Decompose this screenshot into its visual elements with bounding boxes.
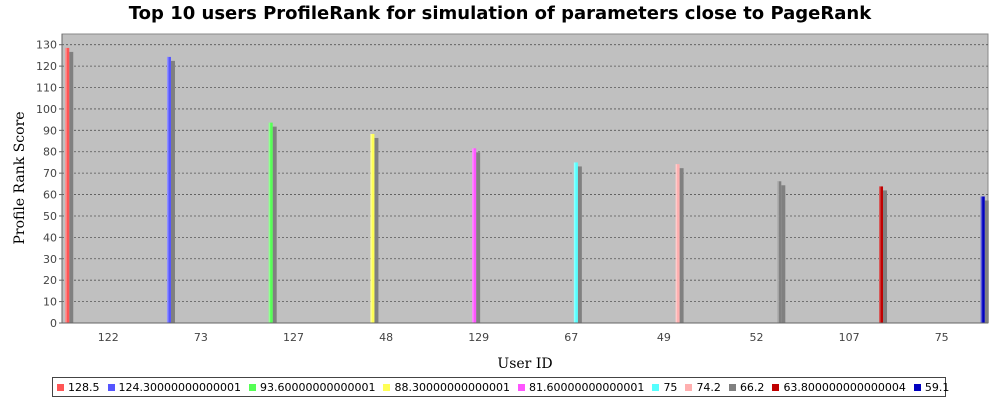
bar-shadow (476, 152, 481, 323)
y-tick-label: 10 (43, 296, 57, 309)
y-tick-label: 60 (43, 189, 57, 202)
legend-label: 59.1 (924, 380, 950, 394)
bar (573, 162, 578, 323)
bars (65, 47, 989, 324)
x-tick-label: 75 (935, 331, 949, 344)
legend-swatch (772, 383, 780, 391)
legend-label: 66.2 (739, 380, 765, 394)
legend-label: 75 (663, 380, 678, 394)
y-tick-label: 90 (43, 124, 57, 137)
bar-highlight (980, 196, 983, 323)
legend-item: 63.800000000000004 (772, 380, 906, 394)
y-tick-label: 30 (43, 253, 57, 266)
x-tick-label: 122 (98, 331, 119, 344)
bar-shadow (883, 190, 888, 323)
y-tick-label: 110 (36, 82, 57, 95)
legend-label: 88.30000000000001 (394, 380, 510, 394)
bar (268, 122, 273, 323)
legend-swatch (517, 383, 525, 391)
legend-swatch (248, 383, 256, 391)
y-tick-label: 70 (43, 167, 57, 180)
legend-label: 81.60000000000001 (528, 380, 645, 394)
x-tick-label: 127 (283, 331, 304, 344)
bar-highlight (573, 162, 576, 323)
bar (472, 148, 477, 323)
bar (65, 47, 70, 323)
x-ticks: 122 73 127 48 129 67 49 52 107 75 (98, 331, 949, 344)
legend-swatch (107, 383, 115, 391)
x-tick-label: 52 (750, 331, 764, 344)
legend-swatch (685, 383, 693, 391)
bar (166, 56, 171, 324)
legend-label: 74.2 (696, 380, 721, 394)
y-tick-label: 0 (50, 317, 57, 330)
y-tick-label: 120 (36, 60, 57, 73)
legend-item: 59.1 (913, 380, 950, 394)
legend: 128.5 124.30000000000001 93.60000000000001… (52, 377, 949, 397)
bar (777, 181, 782, 323)
bar (370, 133, 375, 323)
legend-swatch (728, 383, 736, 391)
legend-swatch (57, 383, 64, 391)
bar (879, 186, 884, 323)
bar-shadow (374, 137, 379, 323)
legend-swatch (913, 383, 921, 391)
bar-shadow (781, 185, 786, 323)
legend-label: 63.800000000000004 (783, 380, 906, 394)
legend-item: 88.30000000000001 (383, 380, 510, 394)
bar-shadow (170, 60, 175, 324)
legend-item: 93.60000000000001 (248, 380, 376, 394)
x-tick-label: 73 (194, 331, 208, 344)
legend-label: 128.5 (68, 380, 100, 394)
x-axis-label: User ID (497, 356, 552, 372)
bar (675, 164, 680, 323)
legend-swatch (383, 383, 391, 391)
y-axis-label: Profile Rank Score (12, 111, 28, 244)
legend-item: 81.60000000000001 (517, 380, 645, 394)
legend-label: 93.60000000000001 (259, 380, 376, 394)
y-tick-label: 130 (36, 39, 57, 52)
bar (980, 196, 985, 323)
legend-item: 75 (652, 381, 677, 394)
bar-highlight (675, 164, 678, 323)
bar-highlight (166, 56, 169, 324)
legend-item: 128.5 (57, 381, 100, 394)
y-tick-label: 20 (43, 274, 57, 287)
y-tick-label: 100 (36, 103, 57, 116)
x-tick-label: 49 (657, 331, 671, 344)
x-tick-label: 107 (839, 331, 860, 344)
legend-label: 124.30000000000001 (118, 380, 241, 394)
y-tick-label: 40 (43, 231, 57, 244)
bar-highlight (370, 133, 372, 323)
x-tick-label: 129 (468, 331, 489, 344)
legend-item: 124.30000000000001 (107, 380, 241, 394)
bar-shadow (272, 126, 277, 323)
bar-highlight (268, 122, 271, 323)
y-ticks: 0 10 20 30 40 50 60 70 80 90 100 110 120 130 (36, 39, 62, 330)
bar-shadow (984, 200, 989, 323)
plot-area (61, 33, 989, 324)
bar-highlight (65, 47, 67, 323)
bar-shadow (577, 166, 582, 323)
bar-shadow (69, 51, 74, 323)
bar-highlight (472, 148, 474, 323)
x-tick-label: 67 (564, 331, 578, 344)
x-tick-label: 48 (379, 331, 393, 344)
legend-swatch (652, 383, 660, 391)
bar-highlight (879, 186, 881, 323)
legend-item: 66.2 (728, 380, 765, 394)
y-tick-label: 50 (43, 210, 57, 223)
chart-title: Top 10 users ProfileRank for simulation … (128, 3, 872, 24)
legend-item: 74.2 (685, 381, 721, 394)
y-tick-label: 80 (43, 146, 57, 159)
bar-highlight (777, 181, 779, 323)
bar-shadow (679, 168, 684, 323)
